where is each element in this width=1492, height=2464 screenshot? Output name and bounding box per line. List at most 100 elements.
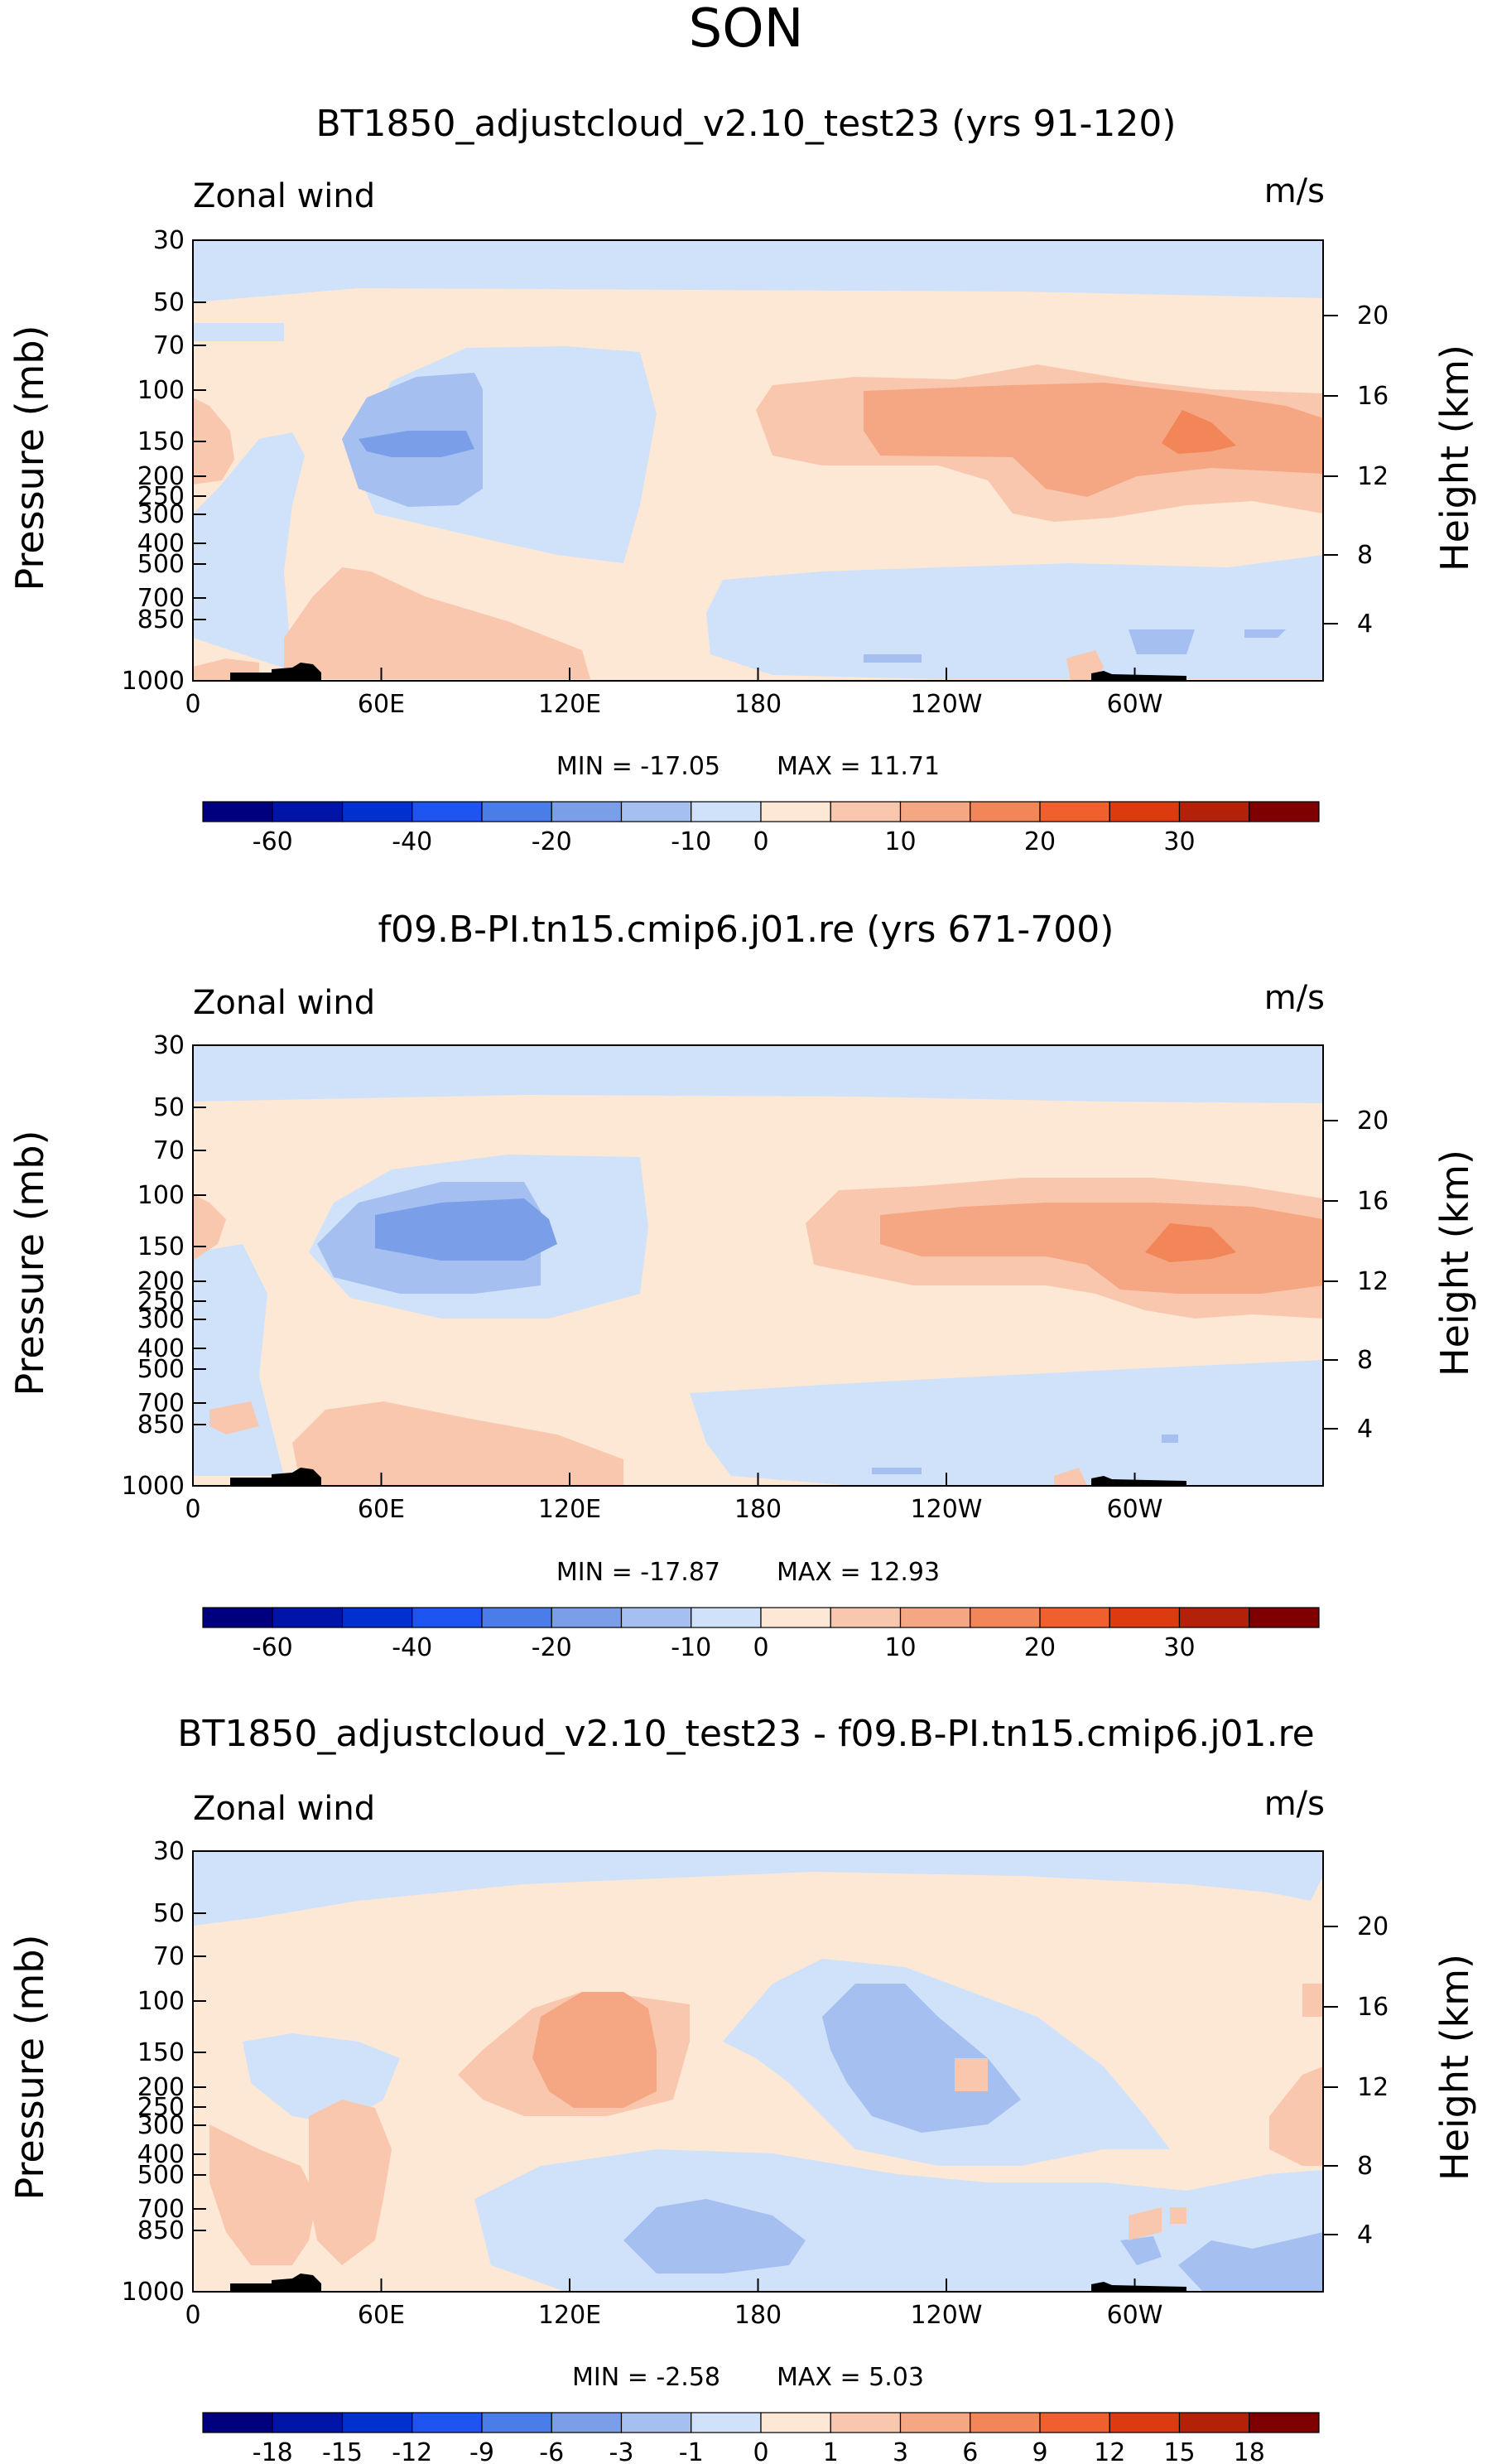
y-tick-label: 200 <box>137 462 185 491</box>
colorbar-label: -60 <box>253 827 293 856</box>
contour-region <box>872 1468 922 1474</box>
colorbar-label: 0 <box>753 827 768 856</box>
colorbar-swatch <box>760 2412 831 2433</box>
x-tick-label: 60E <box>358 2301 405 2330</box>
y-tick-label: 50 <box>153 288 185 317</box>
x-tick-label: 60E <box>358 690 405 719</box>
colorbar-label: -10 <box>671 1633 711 1662</box>
y-tick-label: 200 <box>137 2073 185 2102</box>
colorbar-label: 20 <box>1024 827 1056 856</box>
colorbar-label: 9 <box>1032 2438 1047 2464</box>
colorbar-label: 18 <box>1234 2438 1265 2464</box>
contour-region <box>1244 629 1286 638</box>
colorbar-label: -20 <box>532 1633 572 1662</box>
min-label: MIN = -17.87 <box>556 1558 720 1587</box>
panel-title: BT1850_adjustcloud_v2.10_test23 (yrs 91-… <box>315 103 1176 145</box>
colorbar-swatch <box>551 2412 623 2433</box>
contour-region <box>690 1360 1323 1486</box>
colorbar-swatch <box>830 1607 902 1628</box>
x-tick-label: 120W <box>911 1495 983 1524</box>
x-tick-label: 60W <box>1107 1495 1163 1524</box>
colorbar-label: 10 <box>884 827 916 856</box>
colorbar-swatch <box>899 2412 971 2433</box>
colorbar-label: 12 <box>1094 2438 1125 2464</box>
x-tick-label: 0 <box>185 690 200 719</box>
colorbar-label: 6 <box>962 2438 978 2464</box>
variable-label: Zonal wind <box>193 1790 375 1828</box>
contour-region <box>623 2199 806 2274</box>
contour-region <box>706 555 1323 679</box>
panel-1: BT1850_adjustcloud_v2.10_test23 (yrs 91-… <box>7 103 1477 856</box>
contour-region <box>193 1194 226 1261</box>
y-tick-label: 700 <box>137 1389 185 1418</box>
contour-region <box>193 432 305 671</box>
units-label: m/s <box>1264 172 1325 210</box>
height-tick-label: 4 <box>1357 1415 1373 1444</box>
height-tick-label: 12 <box>1357 1267 1389 1296</box>
colorbar-swatch <box>1109 2412 1181 2433</box>
colorbar-label: -20 <box>532 827 572 856</box>
colorbar-swatch <box>412 1607 483 1628</box>
height-tick-label: 20 <box>1357 1912 1389 1941</box>
right-axis-label: Height (km) <box>1432 345 1477 571</box>
contour-region <box>209 2124 317 2265</box>
x-tick-label: 60W <box>1107 690 1163 719</box>
colorbar-swatch <box>691 1607 762 1628</box>
colorbar-label: 1 <box>823 2438 839 2464</box>
colorbar: -60 -40 -20 -10 0 10 20 30 <box>202 1607 1320 1662</box>
colorbar-swatch <box>620 801 692 822</box>
x-tick-label: 0 <box>185 2301 200 2330</box>
contour-region <box>1170 2207 1186 2224</box>
colorbar-swatch <box>272 1607 344 1628</box>
panel-title: f09.B-PI.tn15.cmip6.j01.re (yrs 671-700) <box>378 909 1114 951</box>
colorbar-label: -3 <box>609 2438 634 2464</box>
y-tick-label: 100 <box>137 376 185 405</box>
height-tick-label: 16 <box>1357 1187 1389 1216</box>
min-label: MIN = -2.58 <box>572 2363 720 2392</box>
contour-region <box>1054 1468 1087 1486</box>
x-tick-label: 60E <box>358 1495 405 1524</box>
contour-region <box>292 1401 623 1486</box>
contour-region <box>822 1984 1021 2133</box>
y-tick-label: 400 <box>137 2140 185 2169</box>
height-tick-label: 4 <box>1357 610 1373 639</box>
colorbar: -60 -40 -20 -10 0 10 20 30 <box>202 801 1320 856</box>
colorbar-label: -40 <box>392 1633 432 1662</box>
colorbar-swatch <box>899 801 971 822</box>
y-tick-label: 400 <box>137 1334 185 1363</box>
colorbar: -18 -15 -12 -9 -6 -3 -1 0 1 3 6 9 12 15 18 <box>202 2412 1320 2464</box>
y-tick-label: 200 <box>137 1267 185 1296</box>
contour-region <box>1129 2207 1162 2240</box>
variable-label: Zonal wind <box>193 177 375 215</box>
y-tick-label: 500 <box>137 2161 185 2190</box>
colorbar-swatch <box>202 801 273 822</box>
x-tick-label: 120E <box>538 690 601 719</box>
height-tick-label: 8 <box>1357 541 1373 570</box>
height-tick-label: 20 <box>1357 301 1389 330</box>
contour-region <box>1145 1223 1236 1262</box>
y-tick-label: 70 <box>153 1942 185 1971</box>
contour-region <box>1162 410 1236 454</box>
x-tick-label: 0 <box>185 1495 200 1524</box>
colorbar-label: 30 <box>1163 1633 1195 1662</box>
y-tick-label: 300 <box>137 1305 185 1334</box>
colorbar-swatch <box>551 801 623 822</box>
contour-region <box>1269 2066 1323 2166</box>
colorbar-swatch <box>412 801 483 822</box>
contour-region <box>880 1203 1323 1294</box>
max-label: MAX = 11.71 <box>777 752 940 781</box>
y-tick-label: 400 <box>137 529 185 558</box>
colorbar-label: 10 <box>884 1633 916 1662</box>
y-tick-label: 850 <box>137 2216 185 2245</box>
colorbar-swatch <box>272 801 344 822</box>
colorbar-swatch <box>481 801 552 822</box>
y-tick-label: 250 <box>137 1287 185 1316</box>
colorbar-swatch <box>202 2412 273 2433</box>
colorbar-swatch <box>620 1607 692 1628</box>
colorbar-label: 20 <box>1024 1633 1056 1662</box>
x-tick-label: 180 <box>734 2301 782 2330</box>
